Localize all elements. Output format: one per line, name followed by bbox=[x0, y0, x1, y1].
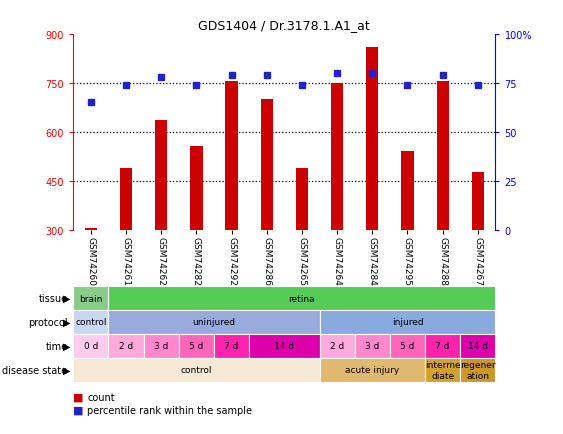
Text: interme
diate: interme diate bbox=[425, 360, 461, 380]
Text: ▶: ▶ bbox=[63, 317, 70, 327]
Bar bbox=[73, 334, 108, 358]
Text: acute injury: acute injury bbox=[345, 365, 399, 375]
Text: ▶: ▶ bbox=[63, 341, 70, 351]
Text: 2 d: 2 d bbox=[119, 342, 133, 351]
Text: ▶: ▶ bbox=[63, 293, 70, 303]
Bar bbox=[225, 82, 238, 230]
Bar bbox=[472, 173, 484, 230]
Text: uninjured: uninjured bbox=[193, 318, 235, 327]
Text: regener
ation: regener ation bbox=[460, 360, 495, 380]
Bar bbox=[425, 334, 461, 358]
Bar bbox=[390, 334, 425, 358]
Text: time: time bbox=[46, 341, 68, 351]
Bar bbox=[436, 82, 449, 230]
Text: disease state: disease state bbox=[2, 365, 68, 375]
Text: 7 d: 7 d bbox=[224, 342, 239, 351]
Bar bbox=[461, 334, 495, 358]
Text: 14 d: 14 d bbox=[468, 342, 488, 351]
Bar bbox=[144, 334, 179, 358]
Text: protocol: protocol bbox=[28, 317, 68, 327]
Text: 3 d: 3 d bbox=[154, 342, 168, 351]
Text: 14 d: 14 d bbox=[274, 342, 294, 351]
Text: ■: ■ bbox=[73, 405, 84, 415]
Bar bbox=[190, 147, 203, 230]
Bar bbox=[320, 310, 495, 334]
Text: 5 d: 5 d bbox=[189, 342, 204, 351]
Bar bbox=[320, 334, 355, 358]
Bar bbox=[84, 228, 97, 230]
Text: tissue: tissue bbox=[38, 293, 68, 303]
Bar bbox=[296, 168, 308, 230]
Bar bbox=[179, 334, 214, 358]
Bar bbox=[155, 121, 167, 230]
Bar bbox=[320, 358, 425, 382]
Text: 0 d: 0 d bbox=[83, 342, 98, 351]
Title: GDS1404 / Dr.3178.1.A1_at: GDS1404 / Dr.3178.1.A1_at bbox=[198, 19, 370, 32]
Bar bbox=[73, 358, 320, 382]
Bar bbox=[331, 83, 343, 230]
Bar bbox=[73, 310, 108, 334]
Bar bbox=[261, 100, 273, 230]
Text: injured: injured bbox=[392, 318, 423, 327]
Text: brain: brain bbox=[79, 294, 102, 303]
Text: 5 d: 5 d bbox=[400, 342, 415, 351]
Bar bbox=[461, 358, 495, 382]
Bar bbox=[425, 358, 461, 382]
Text: percentile rank within the sample: percentile rank within the sample bbox=[87, 405, 252, 415]
Text: 2 d: 2 d bbox=[330, 342, 344, 351]
Bar bbox=[355, 334, 390, 358]
Bar bbox=[249, 334, 320, 358]
Bar bbox=[366, 48, 378, 230]
Text: control: control bbox=[75, 318, 106, 327]
Text: count: count bbox=[87, 392, 115, 402]
Text: retina: retina bbox=[289, 294, 315, 303]
Text: 7 d: 7 d bbox=[435, 342, 450, 351]
Bar bbox=[401, 152, 414, 230]
Bar bbox=[120, 168, 132, 230]
Bar bbox=[108, 310, 320, 334]
Text: ■: ■ bbox=[73, 392, 84, 402]
Bar bbox=[73, 286, 108, 310]
Bar bbox=[108, 334, 144, 358]
Bar bbox=[214, 334, 249, 358]
Text: 3 d: 3 d bbox=[365, 342, 379, 351]
Text: ▶: ▶ bbox=[63, 365, 70, 375]
Text: control: control bbox=[181, 365, 212, 375]
